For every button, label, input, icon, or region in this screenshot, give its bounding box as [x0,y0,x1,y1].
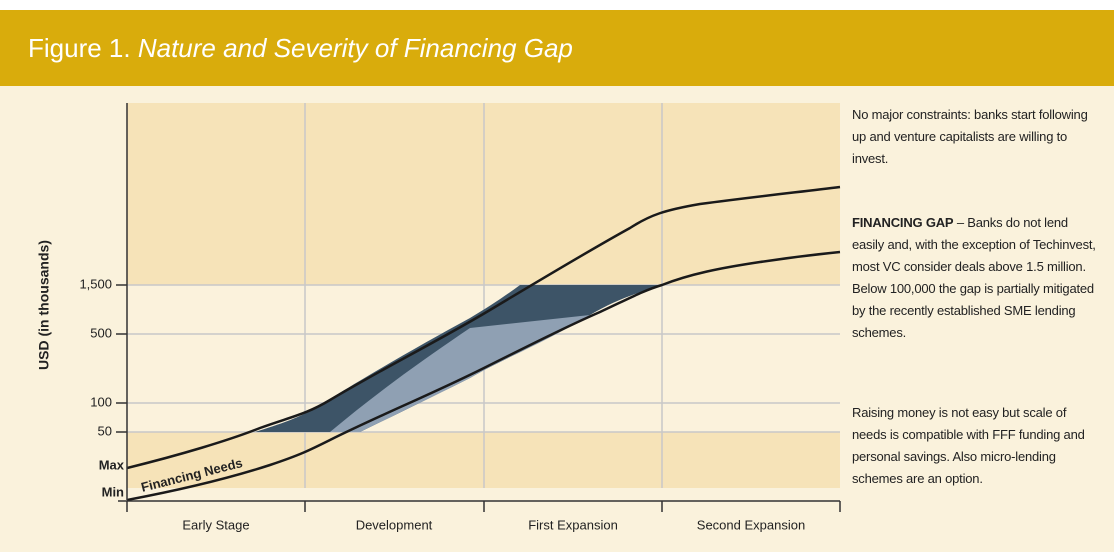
y-tick-label: 1,500 [79,276,112,291]
stage-label: First Expansion [528,517,618,532]
y-tick-labels: 1,500 500 100 50 Max Min [79,276,124,499]
stage-label: Early Stage [182,517,249,532]
note: Raising money is not easy but scale of n… [852,405,1085,486]
stage-label: Development [356,517,433,532]
stage-labels: Early Stage Development First Expansion … [182,517,805,532]
y-tick-label: 100 [90,394,112,409]
stage-label: Second Expansion [697,517,805,532]
y-tick-label: Max [99,457,125,472]
y-tick-label: Min [102,484,124,499]
y-tick-label: 50 [98,423,112,438]
note: FINANCING GAP – Banks do not lend easily… [852,212,1102,344]
header-bar [0,10,1114,86]
min-curve [126,250,841,502]
y-tick-label: 500 [90,325,112,340]
note-heading: FINANCING GAP [852,215,954,230]
figure-number: Figure 1. [28,33,131,63]
title: Nature and Severity of Financing Gap [138,33,573,63]
y-axis-label: USD (in thousands) [36,240,52,370]
max-curve [126,185,841,470]
note: No major constraints: banks start follow… [852,107,1088,166]
gap-light [330,315,590,432]
figure-title: Figure 1. Nature and Severity of Financi… [28,33,573,63]
y-ticks [116,284,127,433]
x-ticks [126,501,841,512]
note-text: – Banks do not lend easily and, with the… [852,215,1096,340]
